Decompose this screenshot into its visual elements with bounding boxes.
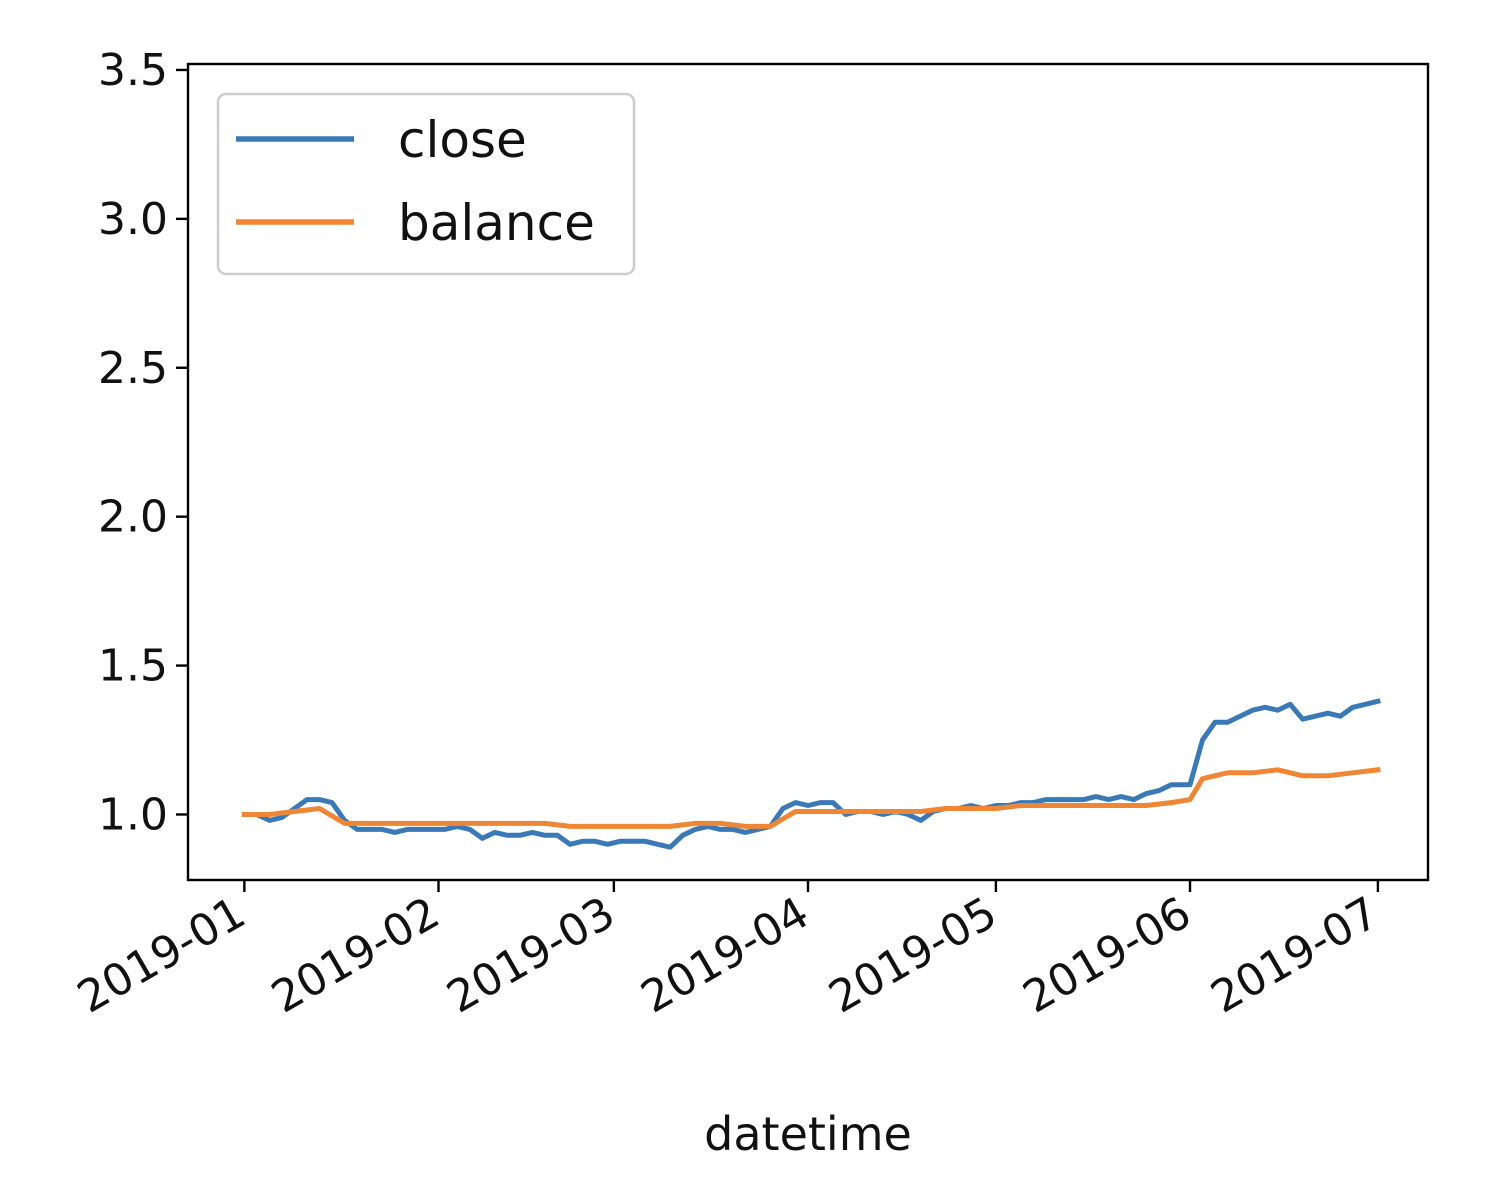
y-tick-label: 2.0 — [98, 492, 168, 543]
y-tick-label: 2.5 — [98, 343, 168, 394]
y-tick-label: 1.5 — [98, 641, 168, 692]
x-axis-label: datetime — [704, 1107, 912, 1161]
y-tick-label: 3.5 — [98, 45, 168, 96]
y-axis: 1.0 1.5 2.0 2.5 3.0 3.5 — [98, 45, 188, 840]
legend-label-close: close — [398, 111, 527, 169]
legend-label-balance: balance — [398, 194, 595, 252]
series-line-balance — [241, 767, 1381, 829]
series-layer — [241, 698, 1381, 850]
series-line-close — [241, 698, 1381, 850]
y-tick-label: 1.0 — [98, 789, 168, 840]
legend: close balance — [216, 92, 636, 276]
y-tick-label: 3.0 — [98, 194, 168, 245]
